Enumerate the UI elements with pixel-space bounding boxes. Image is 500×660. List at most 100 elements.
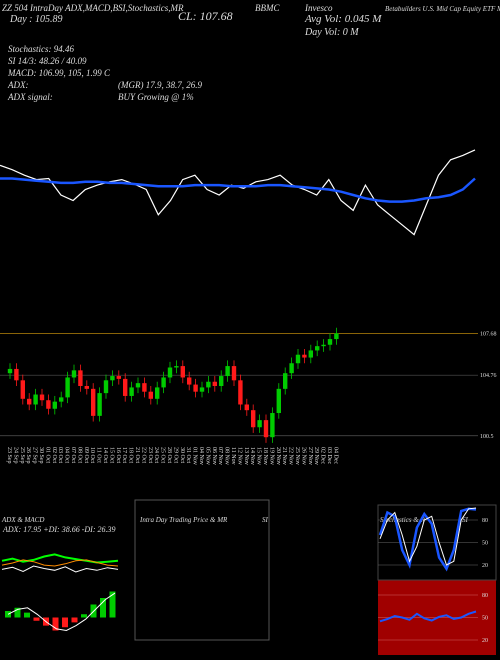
header-text: Day Vol: 0 M xyxy=(304,27,359,38)
candle-body xyxy=(161,377,166,388)
x-tick-label: 07 Oct xyxy=(70,447,76,463)
x-tick-label: 25 Sep xyxy=(19,447,25,464)
macd-bar xyxy=(100,598,106,618)
header-text: (MGR) 17.9, 38.7, 26.9 xyxy=(118,80,202,90)
header-text: BBMC xyxy=(255,3,280,13)
candle-body xyxy=(33,394,38,405)
candle-body xyxy=(244,404,249,411)
x-tick-label: 09 Oct xyxy=(83,447,89,463)
candle-body xyxy=(174,366,179,368)
y-tick-label: 80 xyxy=(482,518,488,524)
header-text: ADX: xyxy=(7,80,29,90)
y-tick-label: 100.5 xyxy=(480,434,494,440)
x-tick-label: 19 Nov xyxy=(268,447,274,465)
candle-body xyxy=(148,391,153,399)
header-text: SI,Stochastics,MR xyxy=(118,3,184,13)
x-tick-label: 04 Nov xyxy=(198,447,204,465)
x-tick-label: 21 Oct xyxy=(134,447,140,463)
x-tick-label: 21 Nov xyxy=(281,447,287,465)
x-tick-label: 24 Sep xyxy=(12,447,18,464)
header-text: ZZ 504 IntraDay ADX,MACD,B xyxy=(2,3,119,13)
candle-body xyxy=(97,393,102,416)
x-tick-label: 31 Oct xyxy=(185,447,191,463)
panel-title: SI xyxy=(262,516,269,524)
x-tick-label: 15 Oct xyxy=(108,447,114,463)
candle-body xyxy=(65,377,70,398)
candle-body xyxy=(14,368,19,381)
candle-body xyxy=(321,344,326,347)
candle-body xyxy=(225,366,230,377)
candle-body xyxy=(91,388,96,416)
y-tick-label: 107.68 xyxy=(480,332,497,338)
candle-body xyxy=(257,420,262,428)
candle-body xyxy=(327,339,333,345)
candle-body xyxy=(129,387,134,396)
candle-body xyxy=(71,370,77,378)
x-tick-label: 04 Dec xyxy=(332,447,338,464)
panel-title: ADX & MACD xyxy=(1,516,44,524)
x-tick-label: 02 Dec xyxy=(320,447,326,464)
x-tick-label: 10 Oct xyxy=(89,447,95,463)
header-text: Stochastics: 94.46 xyxy=(8,44,74,54)
candle-body xyxy=(39,394,45,401)
macd-bar xyxy=(33,617,40,621)
candle-body xyxy=(206,381,211,388)
candle-body xyxy=(270,413,275,438)
x-tick-label: 26 Sep xyxy=(25,447,31,464)
header-text: ADX signal: xyxy=(7,92,53,102)
candle-body xyxy=(78,370,83,386)
candle-body xyxy=(135,383,141,388)
indicator-line xyxy=(379,507,477,566)
x-tick-label: 25 Nov xyxy=(294,447,300,465)
candle-body xyxy=(231,366,237,381)
candle-body xyxy=(289,363,294,374)
macd-bar xyxy=(14,607,21,618)
x-tick-label: 15 Nov xyxy=(256,447,262,465)
x-tick-label: 23 Oct xyxy=(147,447,153,463)
header-text: Betabuilders U.S. Mid Cap Equity ETF Mun… xyxy=(385,5,500,13)
x-tick-label: 03 Oct xyxy=(57,447,63,463)
x-tick-label: 23 Sep xyxy=(6,447,12,464)
x-tick-label: 14 Nov xyxy=(249,447,255,465)
candle-body xyxy=(238,380,243,405)
x-tick-label: 13 Nov xyxy=(243,447,249,465)
candle-body xyxy=(315,346,320,351)
header-text: Day : 105.89 xyxy=(9,14,63,25)
candle-body xyxy=(116,376,121,379)
x-tick-label: 27 Nov xyxy=(307,447,313,465)
x-tick-label: 01 Oct xyxy=(44,447,50,463)
x-tick-label: 08 Oct xyxy=(76,447,82,463)
candle-body xyxy=(20,380,25,399)
indicator-line xyxy=(1,553,119,564)
candle-body xyxy=(180,366,185,378)
panel-label: ADX: 17.95 +DI: 38.66 -DI: 26.39 xyxy=(2,525,116,534)
x-tick-label: 30 Sep xyxy=(38,447,44,464)
x-tick-label: 06 Nov xyxy=(211,447,217,465)
x-tick-label: 22 Nov xyxy=(288,447,294,465)
candle-body xyxy=(46,400,51,409)
macd-bar xyxy=(52,617,59,631)
x-tick-label: 18 Oct xyxy=(128,447,134,463)
header-text: BUY Growing @ 1% xyxy=(118,92,194,102)
x-tick-label: 11 Nov xyxy=(230,447,236,465)
indicator-line xyxy=(379,610,477,623)
x-tick-label: 02 Oct xyxy=(51,447,57,463)
candle-body xyxy=(52,401,57,409)
x-tick-label: 01 Nov xyxy=(192,447,198,465)
candle-body xyxy=(7,368,13,374)
x-tick-label: 20 Nov xyxy=(275,447,281,465)
x-tick-label: 17 Oct xyxy=(121,447,127,463)
candle-body xyxy=(84,386,89,389)
candle-body xyxy=(142,383,147,392)
candle-body xyxy=(283,373,288,389)
candle-body xyxy=(219,376,224,386)
x-tick-label: 16 Oct xyxy=(115,447,121,463)
x-tick-label: 29 Nov xyxy=(313,447,319,465)
candle-body xyxy=(295,354,301,364)
x-tick-label: 05 Nov xyxy=(204,447,210,465)
x-tick-label: 30 Oct xyxy=(179,447,185,463)
candle-body xyxy=(27,398,32,405)
candle-body xyxy=(103,380,109,394)
